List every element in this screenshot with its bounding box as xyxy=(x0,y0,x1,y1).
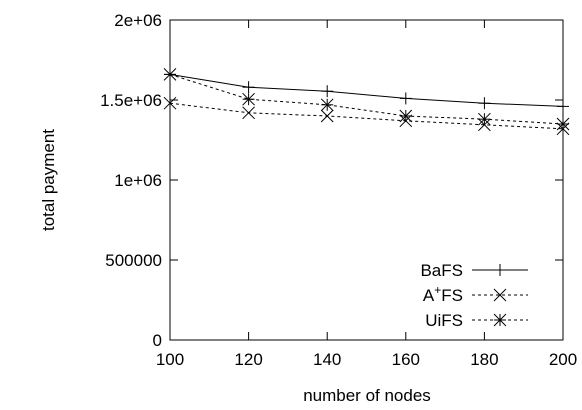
data-point xyxy=(557,100,569,113)
plot-area: 0 500000 1e+06 1.5e+06 2e+06 100 120 140 160 180 2… xyxy=(100,11,577,369)
data-point xyxy=(556,117,570,131)
data-point xyxy=(242,81,255,94)
x-axis-title: number of nodes xyxy=(303,386,431,405)
y-tick-label: 1e+06 xyxy=(114,171,162,190)
x-tick-label: 100 xyxy=(156,350,184,369)
series-line xyxy=(169,73,564,107)
series-bafs xyxy=(164,68,569,113)
data-point xyxy=(321,85,334,98)
legend-label: BaFS xyxy=(420,261,463,280)
y-tick-label: 2e+06 xyxy=(114,11,162,30)
plot-frame xyxy=(169,19,564,341)
data-point xyxy=(163,96,177,110)
data-point xyxy=(478,97,491,110)
series-line xyxy=(169,102,564,130)
legend-label: UiFS xyxy=(425,311,463,330)
x-tick-label: 180 xyxy=(470,350,498,369)
y-tick-label: 0 xyxy=(153,331,162,350)
legend-marker xyxy=(493,313,507,327)
x-tick-label: 160 xyxy=(392,350,420,369)
data-point xyxy=(320,109,334,123)
data-point xyxy=(242,106,255,120)
data-point xyxy=(163,68,177,81)
legend-label: A+FS xyxy=(423,283,463,305)
legend: BaFS A+FS UiFS xyxy=(420,261,528,330)
x-tick-label: 140 xyxy=(313,350,341,369)
y-tick-label: 500000 xyxy=(105,251,162,270)
legend-marker xyxy=(493,288,507,302)
x-tick-label: 200 xyxy=(549,350,577,369)
y-axis-title: total payment xyxy=(39,129,58,231)
data-point xyxy=(320,98,334,112)
data-point xyxy=(242,92,255,106)
series-line xyxy=(169,73,564,125)
series-uifs xyxy=(163,68,570,131)
y-tick-label: 1.5e+06 xyxy=(100,91,162,110)
data-point xyxy=(478,112,491,126)
series-afs xyxy=(163,96,570,136)
data-point xyxy=(399,92,412,105)
data-point xyxy=(399,109,413,123)
legend-marker xyxy=(494,264,506,276)
x-tick-label: 120 xyxy=(234,350,262,369)
